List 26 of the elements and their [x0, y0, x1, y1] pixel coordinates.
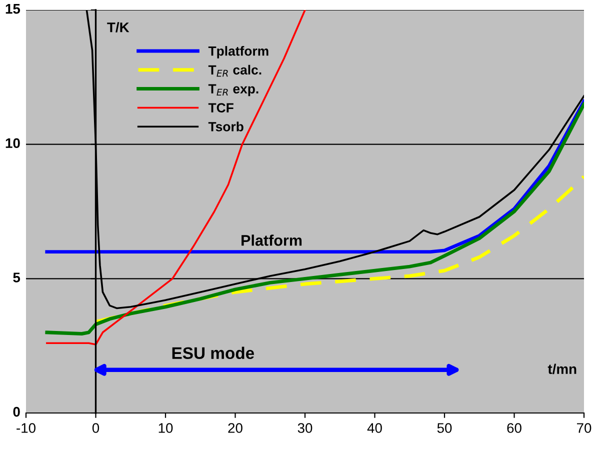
x-tick-label: 20 — [228, 423, 242, 433]
y-tick-label: 5 — [13, 272, 20, 282]
line-series — [94, 174, 584, 324]
x-tick-label: -10 — [16, 423, 36, 433]
x-tick-label: 10 — [158, 423, 173, 433]
line-series — [46, 10, 306, 346]
y-axis-title: T/K — [107, 22, 130, 32]
y-tick-label: 10 — [6, 138, 20, 148]
legend-label: Tsorb — [208, 122, 244, 132]
legend-label: Tplatform — [208, 46, 268, 58]
legend-label: TCF — [208, 103, 234, 112]
x-tick-label: 50 — [437, 423, 452, 433]
x-tick-label: 0 — [92, 423, 100, 433]
x-axis-title: t/mn — [548, 364, 576, 374]
legend-label: T$_{ER}$ exp. — [208, 84, 258, 96]
line-series — [45, 102, 584, 336]
x-tick-label: 70 — [576, 423, 592, 433]
x-tick-label: 40 — [367, 423, 382, 433]
y-tick-label: 0 — [13, 406, 20, 417]
x-tick-label: 30 — [298, 423, 312, 433]
y-tick-label: 15 — [6, 4, 20, 14]
legend-label: T$_{ER}$ calc. — [208, 64, 262, 77]
line-series — [45, 100, 584, 254]
annotation: ESU mode — [172, 346, 254, 360]
x-tick-label: 60 — [507, 423, 522, 433]
annotation: Platform — [242, 234, 302, 246]
